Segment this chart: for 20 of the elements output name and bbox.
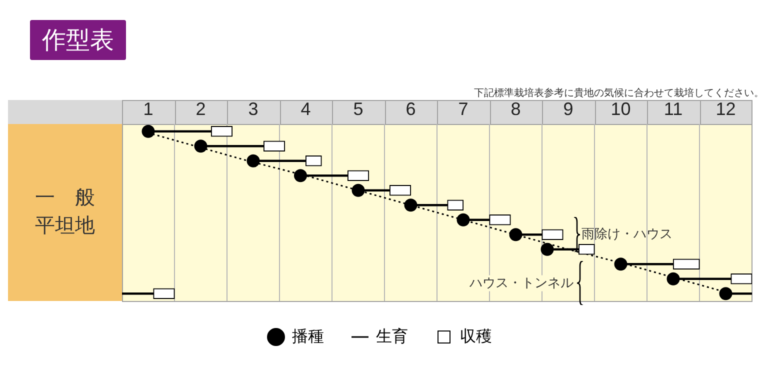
x-tick-label: 6	[406, 99, 416, 120]
x-tick-label: 2	[196, 99, 206, 120]
annotation: 雨除け・ハウス	[582, 226, 673, 242]
x-tick-label: 4	[300, 99, 311, 120]
chart-title: 作型表	[30, 20, 126, 60]
x-tick-label: 5	[353, 99, 364, 120]
y-axis-title: 一 般平坦地	[35, 187, 95, 238]
annotation: ハウス・トンネル	[468, 274, 574, 290]
x-tick-label: 7	[458, 99, 468, 120]
legend-label: 収穫	[460, 327, 492, 346]
x-tick-label: 12	[716, 99, 736, 120]
x-tick-label: 1	[143, 99, 154, 120]
x-tick-label: 8	[510, 99, 521, 120]
legend-label: 生育	[376, 327, 408, 346]
x-tick-label: 10	[610, 99, 631, 120]
legend-label: 播種	[292, 328, 324, 346]
x-tick-label: 11	[664, 99, 683, 120]
x-tick-label: 3	[248, 99, 258, 120]
text: 下記標準栽培表参考に貴地の気候に合わせて栽培してください。	[473, 86, 764, 100]
x-tick-label: 9	[563, 99, 574, 120]
